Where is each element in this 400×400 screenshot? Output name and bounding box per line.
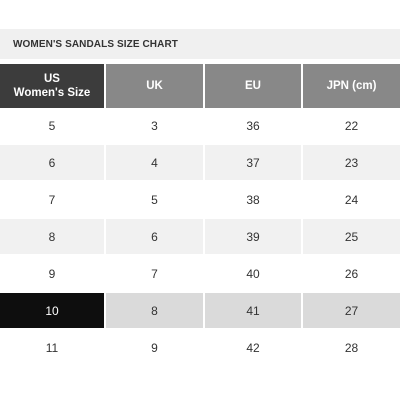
cell-jpn: 24	[303, 180, 400, 217]
table-row: 11 9 42 28	[0, 328, 400, 365]
cell-us-highlighted: 10	[0, 291, 106, 328]
size-chart-title: WOMEN'S SANDALS SIZE CHART	[13, 39, 178, 50]
table-row-highlighted: 10 8 41 27	[0, 291, 400, 328]
size-chart-title-bar: WOMEN'S SANDALS SIZE CHART	[0, 29, 400, 59]
cell-uk: 5	[106, 180, 205, 217]
cell-us: 7	[0, 180, 106, 217]
cell-us: 6	[0, 143, 106, 180]
cell-uk: 4	[106, 143, 205, 180]
cell-uk: 7	[106, 254, 205, 291]
column-header-us: US Women's Size	[0, 64, 106, 108]
cell-eu: 37	[205, 143, 303, 180]
table-row: 7 5 38 24	[0, 180, 400, 217]
cell-jpn: 27	[303, 291, 400, 328]
cell-eu: 41	[205, 291, 303, 328]
table-row: 6 4 37 23	[0, 143, 400, 180]
cell-eu: 39	[205, 217, 303, 254]
cell-jpn: 22	[303, 108, 400, 143]
cell-jpn: 23	[303, 143, 400, 180]
cell-eu: 42	[205, 328, 303, 365]
cell-eu: 38	[205, 180, 303, 217]
cell-us: 5	[0, 108, 106, 143]
cell-uk: 8	[106, 291, 205, 328]
column-header-us-line2: Women's Size	[13, 87, 91, 99]
cell-jpn: 28	[303, 328, 400, 365]
cell-us: 9	[0, 254, 106, 291]
cell-us: 11	[0, 328, 106, 365]
size-chart-table: US Women's Size UK EU JPN (cm) 5 3 36 22…	[0, 64, 400, 365]
column-header-uk: UK	[106, 64, 205, 108]
cell-us: 8	[0, 217, 106, 254]
cell-jpn: 25	[303, 217, 400, 254]
cell-uk: 3	[106, 108, 205, 143]
table-row: 9 7 40 26	[0, 254, 400, 291]
table-body: 5 3 36 22 6 4 37 23 7 5 38 24 8 6 39 25 …	[0, 108, 400, 365]
cell-eu: 40	[205, 254, 303, 291]
table-header-row: US Women's Size UK EU JPN (cm)	[0, 64, 400, 108]
cell-uk: 6	[106, 217, 205, 254]
cell-uk: 9	[106, 328, 205, 365]
table-row: 5 3 36 22	[0, 108, 400, 143]
table-row: 8 6 39 25	[0, 217, 400, 254]
column-header-jpn: JPN (cm)	[303, 64, 400, 108]
cell-jpn: 26	[303, 254, 400, 291]
cell-eu: 36	[205, 108, 303, 143]
column-header-eu: EU	[205, 64, 303, 108]
column-header-us-line1: US	[44, 73, 60, 85]
